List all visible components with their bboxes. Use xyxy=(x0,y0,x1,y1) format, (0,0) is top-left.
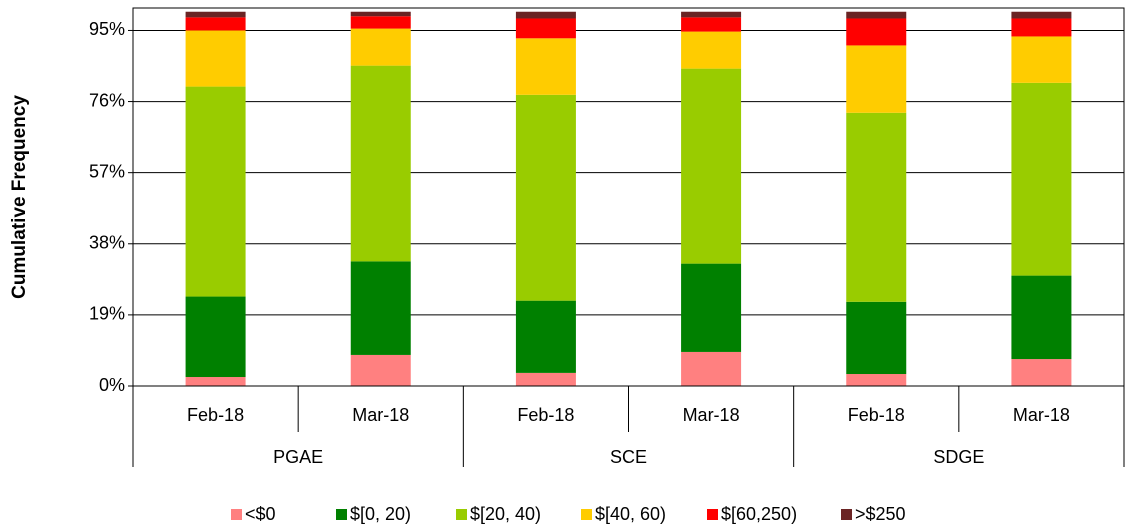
bar-segment xyxy=(350,261,411,355)
bar-segment xyxy=(515,372,576,386)
x-tick-label: Feb-18 xyxy=(187,405,244,425)
y-axis-title: Cumulative Frequency xyxy=(9,95,30,299)
x-tick-label: Mar-18 xyxy=(1013,405,1070,425)
group-label: PGAE xyxy=(273,447,323,467)
bar-segment xyxy=(515,18,576,39)
bar-segment xyxy=(681,11,742,18)
y-tick-label: 57% xyxy=(89,161,125,181)
bar-segment xyxy=(1011,359,1072,386)
plot-frame xyxy=(132,7,1125,387)
y-tick-label: 95% xyxy=(89,19,125,39)
legend-label: $[40, 60) xyxy=(595,504,666,524)
y-tick-label: 0% xyxy=(99,375,125,395)
y-tick-label: 38% xyxy=(89,233,125,253)
bar-segment xyxy=(681,263,742,352)
bar-segment xyxy=(185,30,246,87)
bar-segment xyxy=(681,17,742,32)
x-tick-label: Feb-18 xyxy=(517,405,574,425)
bar-segment xyxy=(185,296,246,378)
bar-segment xyxy=(515,11,576,19)
legend-swatch xyxy=(707,509,718,520)
bar-segment xyxy=(350,354,411,386)
legend-label: $[0, 20) xyxy=(350,504,411,524)
legend-label: >$250 xyxy=(855,504,906,524)
bar-segment xyxy=(185,86,246,297)
x-tick-label: Mar-18 xyxy=(683,405,740,425)
x-tick-label: Feb-18 xyxy=(848,405,905,425)
group-label: SCE xyxy=(610,447,647,467)
y-tick-label: 76% xyxy=(89,90,125,110)
bar-segment xyxy=(350,65,411,262)
bar-segment xyxy=(1011,82,1072,276)
bar-segment xyxy=(350,28,411,66)
bar-segment xyxy=(350,11,411,17)
legend-label: $[60,250) xyxy=(721,504,797,524)
bar-segment xyxy=(846,11,907,19)
bar-segment xyxy=(515,38,576,95)
group-label: SDGE xyxy=(933,447,984,467)
bar-segment xyxy=(846,18,907,46)
bar-segment xyxy=(681,351,742,386)
bar-segment xyxy=(681,68,742,264)
legend-swatch xyxy=(456,509,467,520)
bar-segment xyxy=(350,16,411,29)
legend-label: $[20, 40) xyxy=(470,504,541,524)
bar-segment xyxy=(515,94,576,301)
x-tick-label: Mar-18 xyxy=(352,405,409,425)
legend-swatch xyxy=(581,509,592,520)
bar-segment xyxy=(1011,18,1072,37)
legend-swatch xyxy=(231,509,242,520)
bar-segment xyxy=(1011,11,1072,19)
legend-label: <$0 xyxy=(245,504,276,524)
bar-segment xyxy=(846,45,907,113)
bar-segment xyxy=(846,374,907,386)
bar-segment xyxy=(1011,275,1072,360)
bar-segment xyxy=(515,300,576,373)
bar-segment xyxy=(185,377,246,386)
bar-segment xyxy=(185,11,246,18)
legend-swatch xyxy=(336,509,347,520)
bar-segment xyxy=(846,301,907,375)
y-tick-label: 19% xyxy=(89,304,125,324)
bar-segment xyxy=(185,17,246,31)
bar-segment xyxy=(681,31,742,69)
legend-swatch xyxy=(841,509,852,520)
bar-segment xyxy=(1011,36,1072,83)
bar-segment xyxy=(846,112,907,302)
